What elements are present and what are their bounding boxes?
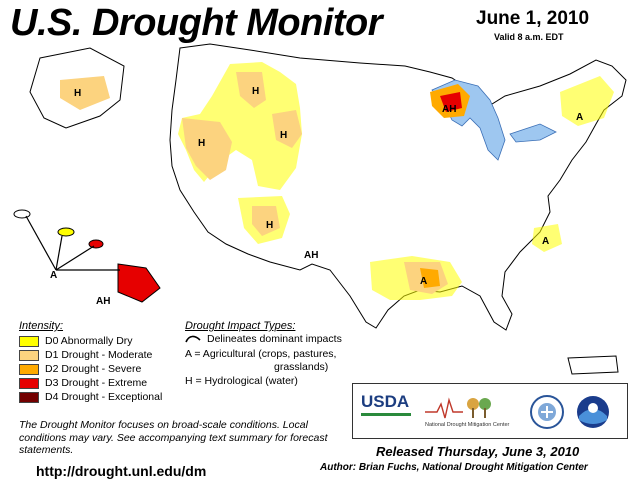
hawaii-island-2: [57, 227, 75, 237]
hawaii-island-1: [13, 209, 31, 219]
legend-item: D3 Drought - Extreme: [19, 377, 147, 389]
pnw-d1: [182, 118, 232, 180]
puerto-rico: [567, 355, 619, 375]
nw-label-1: H: [198, 138, 205, 149]
map-title: U.S. Drought Monitor: [10, 2, 383, 44]
usda-logo: USDA: [361, 392, 410, 411]
logo-panel: USDA National Drought Mitigation Center: [352, 383, 628, 439]
impact-line-4: H = Hydrological (water): [185, 375, 298, 387]
alaska-label: H: [74, 88, 81, 99]
nw-d1-a: [236, 72, 266, 108]
legend-swatch: [19, 349, 39, 361]
mi-d3: [440, 92, 462, 112]
nc-label: A: [542, 236, 549, 247]
mi-label: AH: [442, 104, 456, 115]
ndmc-logo-icon: [425, 397, 491, 419]
impact-title: Drought Impact Types:: [185, 320, 296, 332]
la-label: A: [420, 276, 427, 287]
ne-label: A: [576, 112, 583, 123]
nm-label: AH: [304, 250, 318, 261]
map-date: June 1, 2010: [476, 8, 590, 29]
hawaii-island-3: [88, 239, 104, 249]
ndmc-logo-text: National Drought Mitigation Center: [425, 422, 510, 428]
hawaii-big-island: [117, 263, 161, 303]
hawaii-a-label: A: [50, 270, 57, 281]
legend-swatch: [19, 391, 39, 403]
impact-line-1: Delineates dominant impacts: [207, 333, 342, 345]
usda-logo-bar: [361, 413, 411, 416]
noaa-logo-icon: [577, 396, 609, 428]
legend-item: D2 Drought - Severe: [19, 363, 141, 375]
sw-d1: [252, 206, 280, 236]
author: Author: Brian Fuchs, National Drought Mi…: [320, 462, 588, 473]
commerce-seal-icon: [530, 395, 564, 429]
footnote: The Drought Monitor focuses on broad-sca…: [19, 419, 328, 456]
impact-line-3: grasslands): [274, 361, 329, 373]
legend-item: D4 Drought - Exceptional: [19, 391, 162, 403]
release-date: Released Thursday, June 3, 2010: [376, 444, 580, 459]
ne-d0: [560, 76, 614, 126]
legend-item: D0 Abnormally Dry: [19, 335, 133, 347]
legend-title: Intensity:: [19, 320, 64, 332]
hawaii-ah-label: AH: [96, 296, 110, 307]
legend-item: D1 Drought - Moderate: [19, 349, 152, 361]
nw-label-3: H: [280, 130, 287, 141]
legend-swatch: [19, 363, 39, 375]
la-d2: [420, 268, 440, 288]
carolina-d0: [532, 224, 562, 252]
nw-label-2: H: [252, 86, 259, 97]
alaska-d1: [60, 76, 110, 110]
valid-time: Valid 8 a.m. EDT: [494, 32, 564, 42]
source-url[interactable]: http://drought.unl.edu/dm: [36, 463, 207, 479]
boundary-line-icon: [185, 335, 201, 343]
legend-swatch: [19, 335, 39, 347]
nw-d1-b: [272, 110, 302, 148]
sw-label: H: [266, 220, 273, 231]
impact-line-2: A = Agricultural (crops, pastures,: [185, 348, 337, 360]
legend-swatch: [19, 377, 39, 389]
